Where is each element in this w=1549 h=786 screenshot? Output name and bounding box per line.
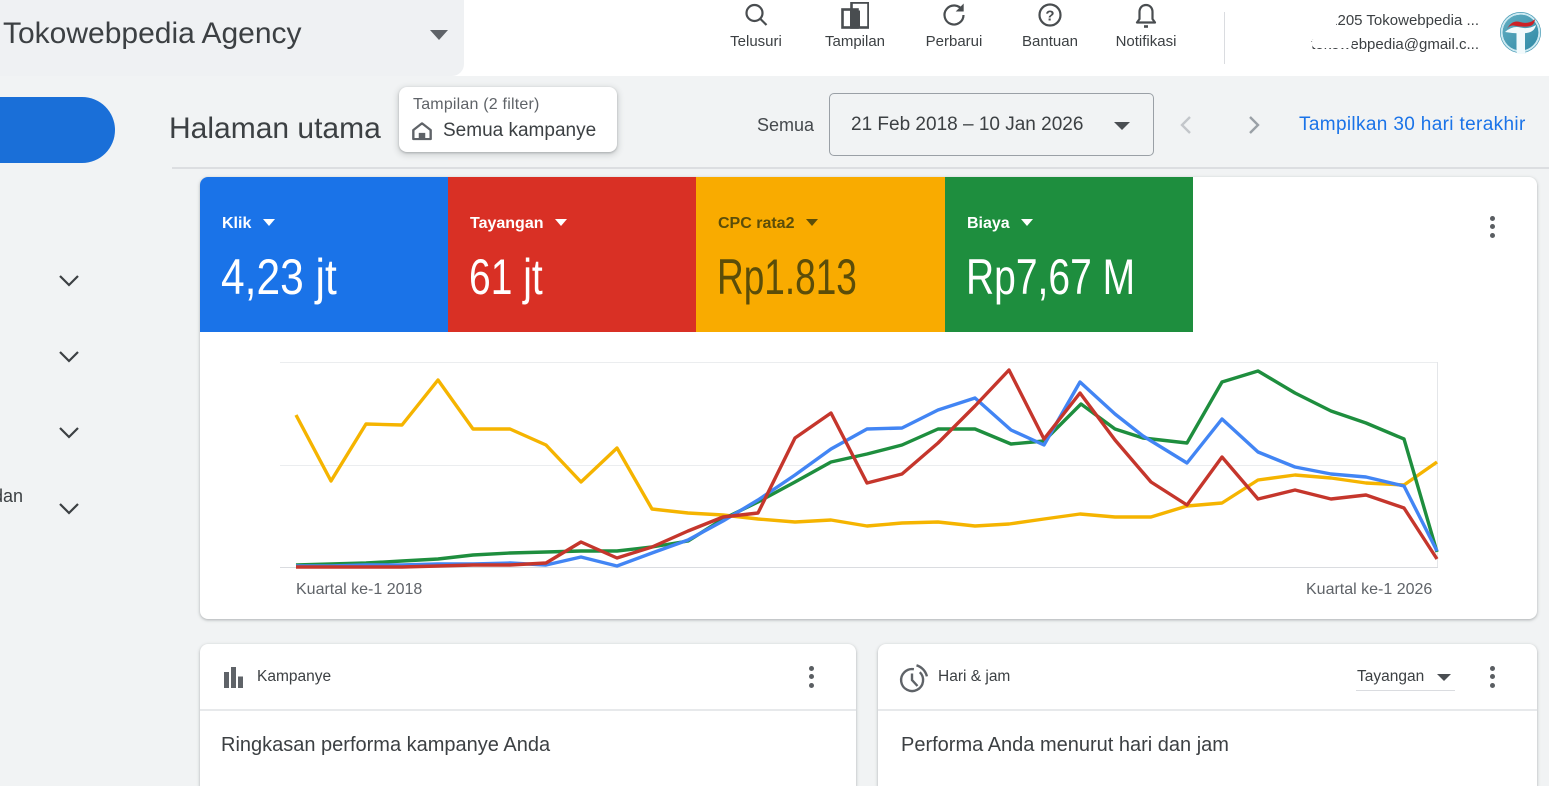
svg-text:?: ? xyxy=(1045,8,1054,25)
